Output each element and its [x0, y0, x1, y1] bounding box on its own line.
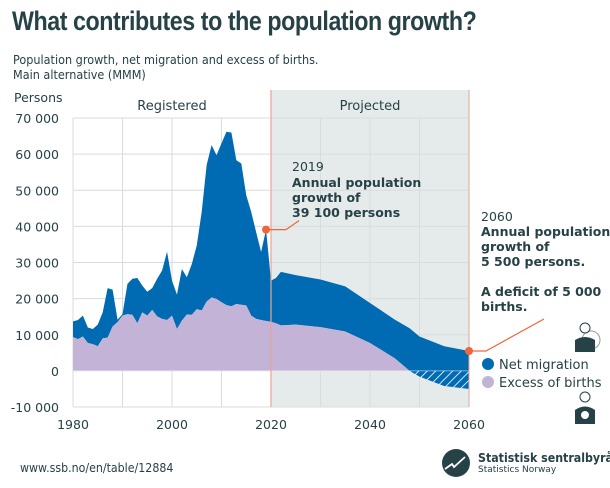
annotation-text-2060: growth of: [481, 239, 550, 254]
annotation-deficit-text: A deficit of 5 000: [481, 284, 602, 299]
ssb-logo: Statistisk sentralbyrå Statistics Norway: [441, 448, 610, 478]
net-migration-area: [73, 131, 469, 371]
annotation-text-2019: 39 100 persons: [292, 205, 400, 220]
baby-head: [581, 411, 589, 419]
birth-deficit-hatched-area: [73, 370, 469, 389]
annotation-leader-2060: [469, 318, 545, 352]
y-tick-label: 70 000: [15, 111, 59, 126]
annotation-year-2060: 2060: [481, 209, 513, 224]
annotation-text-2060: 5 500 persons.: [481, 254, 585, 269]
x-tick-label: 2040: [354, 417, 386, 432]
annotation-dot-2019: [262, 225, 271, 234]
annotation-year-2019: 2019: [292, 159, 324, 174]
logo-subname: Statistics Norway: [478, 465, 557, 475]
legend-label-0: Net migration: [499, 358, 589, 373]
annotation-text-2019: growth of: [292, 190, 361, 205]
person-head: [579, 322, 591, 334]
chart-title: What contributes to the population growt…: [12, 6, 477, 36]
annotation-text-2060: Annual population: [481, 224, 610, 239]
x-tick-label: 2020: [255, 417, 287, 432]
annotation-text-2019: Annual population: [292, 175, 421, 190]
ssb-logo-icon: [442, 449, 470, 477]
y-axis-label: Persons: [14, 90, 63, 105]
legend-label-1: Excess of births: [499, 376, 602, 391]
period-label-projected: Projected: [340, 99, 401, 114]
y-tick-label: 60 000: [15, 147, 59, 162]
chart-subtitle: Population growth, net migration and exc…: [13, 52, 319, 67]
annotation-leader-2019: [266, 220, 300, 231]
y-tick-label: 0: [51, 364, 59, 379]
y-tick-label: 30 000: [15, 256, 59, 271]
chart-subtitle-2: Main alternative (MMM): [13, 67, 146, 82]
period-label-registered: Registered: [137, 99, 207, 114]
annotation-deficit-text: births.: [481, 299, 527, 314]
x-tick-label: 1980: [57, 417, 89, 432]
x-tick-label: 2000: [156, 417, 188, 432]
x-tick-label: 2060: [453, 417, 485, 432]
y-tick-label: -10 000: [11, 400, 59, 415]
logo-name: Statistisk sentralbyrå: [478, 451, 610, 465]
y-tick-label: 10 000: [15, 328, 59, 343]
legend-swatch-0: [482, 358, 494, 370]
y-tick-label: 40 000: [15, 219, 59, 234]
legend-swatch-1: [482, 376, 494, 388]
y-tick-label: 50 000: [15, 183, 59, 198]
source-link[interactable]: www.ssb.no/en/table/12884: [20, 461, 174, 475]
person-body: [575, 337, 595, 352]
annotation-dot-2060: [465, 347, 473, 356]
person-baby-icon: [579, 391, 591, 403]
y-tick-label: 20 000: [15, 292, 59, 307]
